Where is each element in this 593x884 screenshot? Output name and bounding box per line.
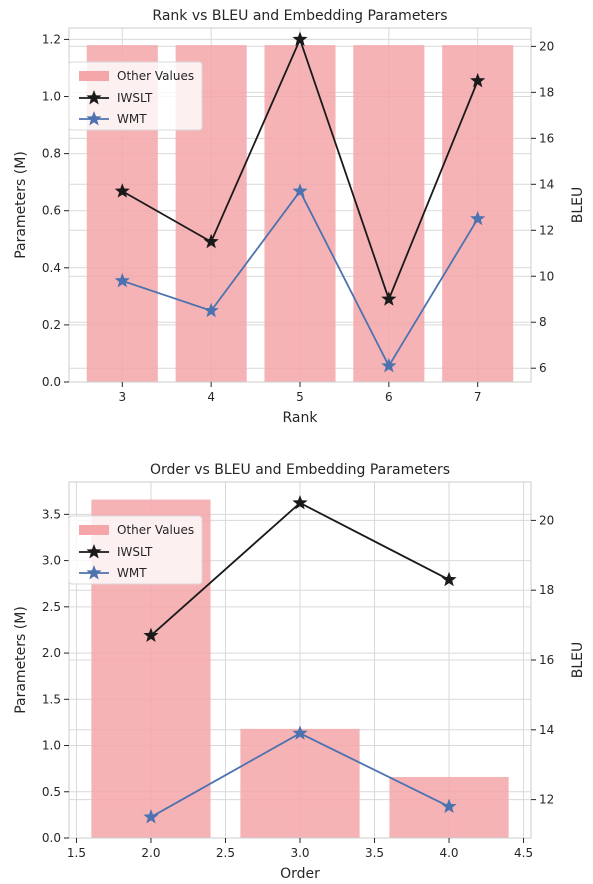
chart-title: Rank vs BLEU and Embedding Parameters (152, 8, 447, 24)
x-tick-label: 7 (474, 390, 482, 404)
x-tick-label: 3.5 (365, 846, 384, 860)
chart-rank: 3 4 5 6 7 0.0 0.2 0.4 0.6 0.8 1.0 1.2 6 8 10 12 14 16 18 20… (13, 8, 586, 426)
y-tick-label: 1.0 (42, 90, 61, 104)
y2-axis-label: BLEU (570, 642, 586, 679)
point-iwslt (203, 233, 219, 249)
chart-title: Order vs BLEU and Embedding Parameters (150, 462, 450, 478)
y2-tick-label: 18 (539, 583, 554, 597)
point-wmt (143, 809, 159, 824)
legend-marker-iwslt (86, 90, 102, 105)
legend: Other Values IWSLT WMT (68, 61, 203, 131)
y-tick-label: 1.5 (42, 692, 61, 706)
y-tick-label: 0.0 (42, 375, 61, 389)
y2-tick-label: 12 (539, 793, 554, 807)
y-tick-label: 0.5 (42, 785, 61, 799)
point-wmt (441, 798, 457, 814)
point-wmt (114, 272, 130, 288)
y-tick-label: 0.0 (42, 831, 61, 845)
y2-tick-label: 14 (539, 177, 554, 191)
y2-tick-label: 8 (539, 315, 547, 329)
x-tick-label: 2.5 (216, 846, 235, 860)
legend-label: IWSLT (117, 545, 153, 559)
y-axis-label: Parameters (M) (13, 606, 29, 714)
legend-label: Other Values (117, 69, 194, 83)
point-iwslt (470, 72, 486, 88)
point-iwslt (292, 31, 308, 46)
y-tick-label: 2.0 (42, 646, 61, 660)
x-tick-label: 1.5 (67, 846, 86, 860)
point-wmt (381, 357, 397, 373)
chart-order: 1.5 2.0 2.5 3.0 3.5 4.0 4.5 0.0 0.5 1.0 1.5 2.0 2.5 3… (13, 462, 586, 882)
bar-other-values (240, 728, 360, 838)
legend-label: IWSLT (117, 91, 153, 105)
y2-tick-label: 16 (539, 131, 554, 145)
legend-swatch-other-values (79, 71, 109, 81)
x-tick-label: 4.0 (439, 846, 458, 860)
y-tick-label: 1.0 (42, 739, 61, 753)
legend-marker-iwslt (86, 544, 102, 559)
point-iwslt (381, 291, 397, 306)
legend-label: Other Values (117, 523, 194, 537)
legend: Other Values IWSLT WMT (68, 515, 203, 585)
y2-tick-label: 12 (539, 223, 554, 237)
y2-tick-label: 18 (539, 85, 554, 99)
point-wmt (292, 183, 308, 198)
legend-marker-wmt (86, 111, 102, 126)
y2-axis-label: BLEU (570, 187, 586, 224)
x-tick-label: 2.0 (141, 846, 160, 860)
y2-tick-label: 14 (539, 723, 554, 737)
legend-swatch-other-values (79, 525, 109, 535)
point-iwslt (114, 183, 130, 198)
y-tick-label: 3.0 (42, 554, 61, 568)
y-tick-label: 0.8 (42, 147, 61, 161)
legend-label: WMT (117, 112, 147, 126)
x-axis-label: Order (280, 866, 320, 882)
y-tick-label: 3.5 (42, 507, 61, 521)
point-wmt (203, 302, 219, 318)
y-axis-label: Parameters (M) (13, 151, 29, 259)
x-axis-label: Rank (283, 410, 319, 426)
x-tick-label: 3 (118, 390, 126, 404)
y-tick-label: 0.6 (42, 204, 61, 218)
bar-other-values (353, 45, 425, 383)
y-tick-label: 0.2 (42, 318, 61, 332)
point-iwslt (441, 571, 457, 587)
x-tick-label: 5 (296, 390, 304, 404)
point-wmt (470, 210, 486, 226)
legend-label: WMT (117, 566, 147, 580)
x-tick-label: 3.0 (290, 846, 309, 860)
y-tick-label: 0.4 (42, 261, 61, 275)
x-tick-label: 4.5 (514, 846, 533, 860)
y-tick-label: 2.5 (42, 600, 61, 614)
legend-marker-wmt (86, 565, 102, 580)
y2-tick-label: 6 (539, 361, 547, 375)
point-wmt (292, 725, 308, 740)
x-tick-label: 4 (207, 390, 215, 404)
y-tick-label: 1.2 (42, 32, 61, 46)
y2-tick-label: 20 (539, 513, 554, 527)
y2-tick-label: 16 (539, 653, 554, 667)
bar-other-values (264, 45, 336, 383)
point-iwslt (292, 494, 308, 510)
x-tick-label: 6 (385, 390, 393, 404)
point-iwslt (143, 627, 159, 643)
y2-tick-label: 10 (539, 269, 554, 283)
y2-tick-label: 20 (539, 39, 554, 53)
